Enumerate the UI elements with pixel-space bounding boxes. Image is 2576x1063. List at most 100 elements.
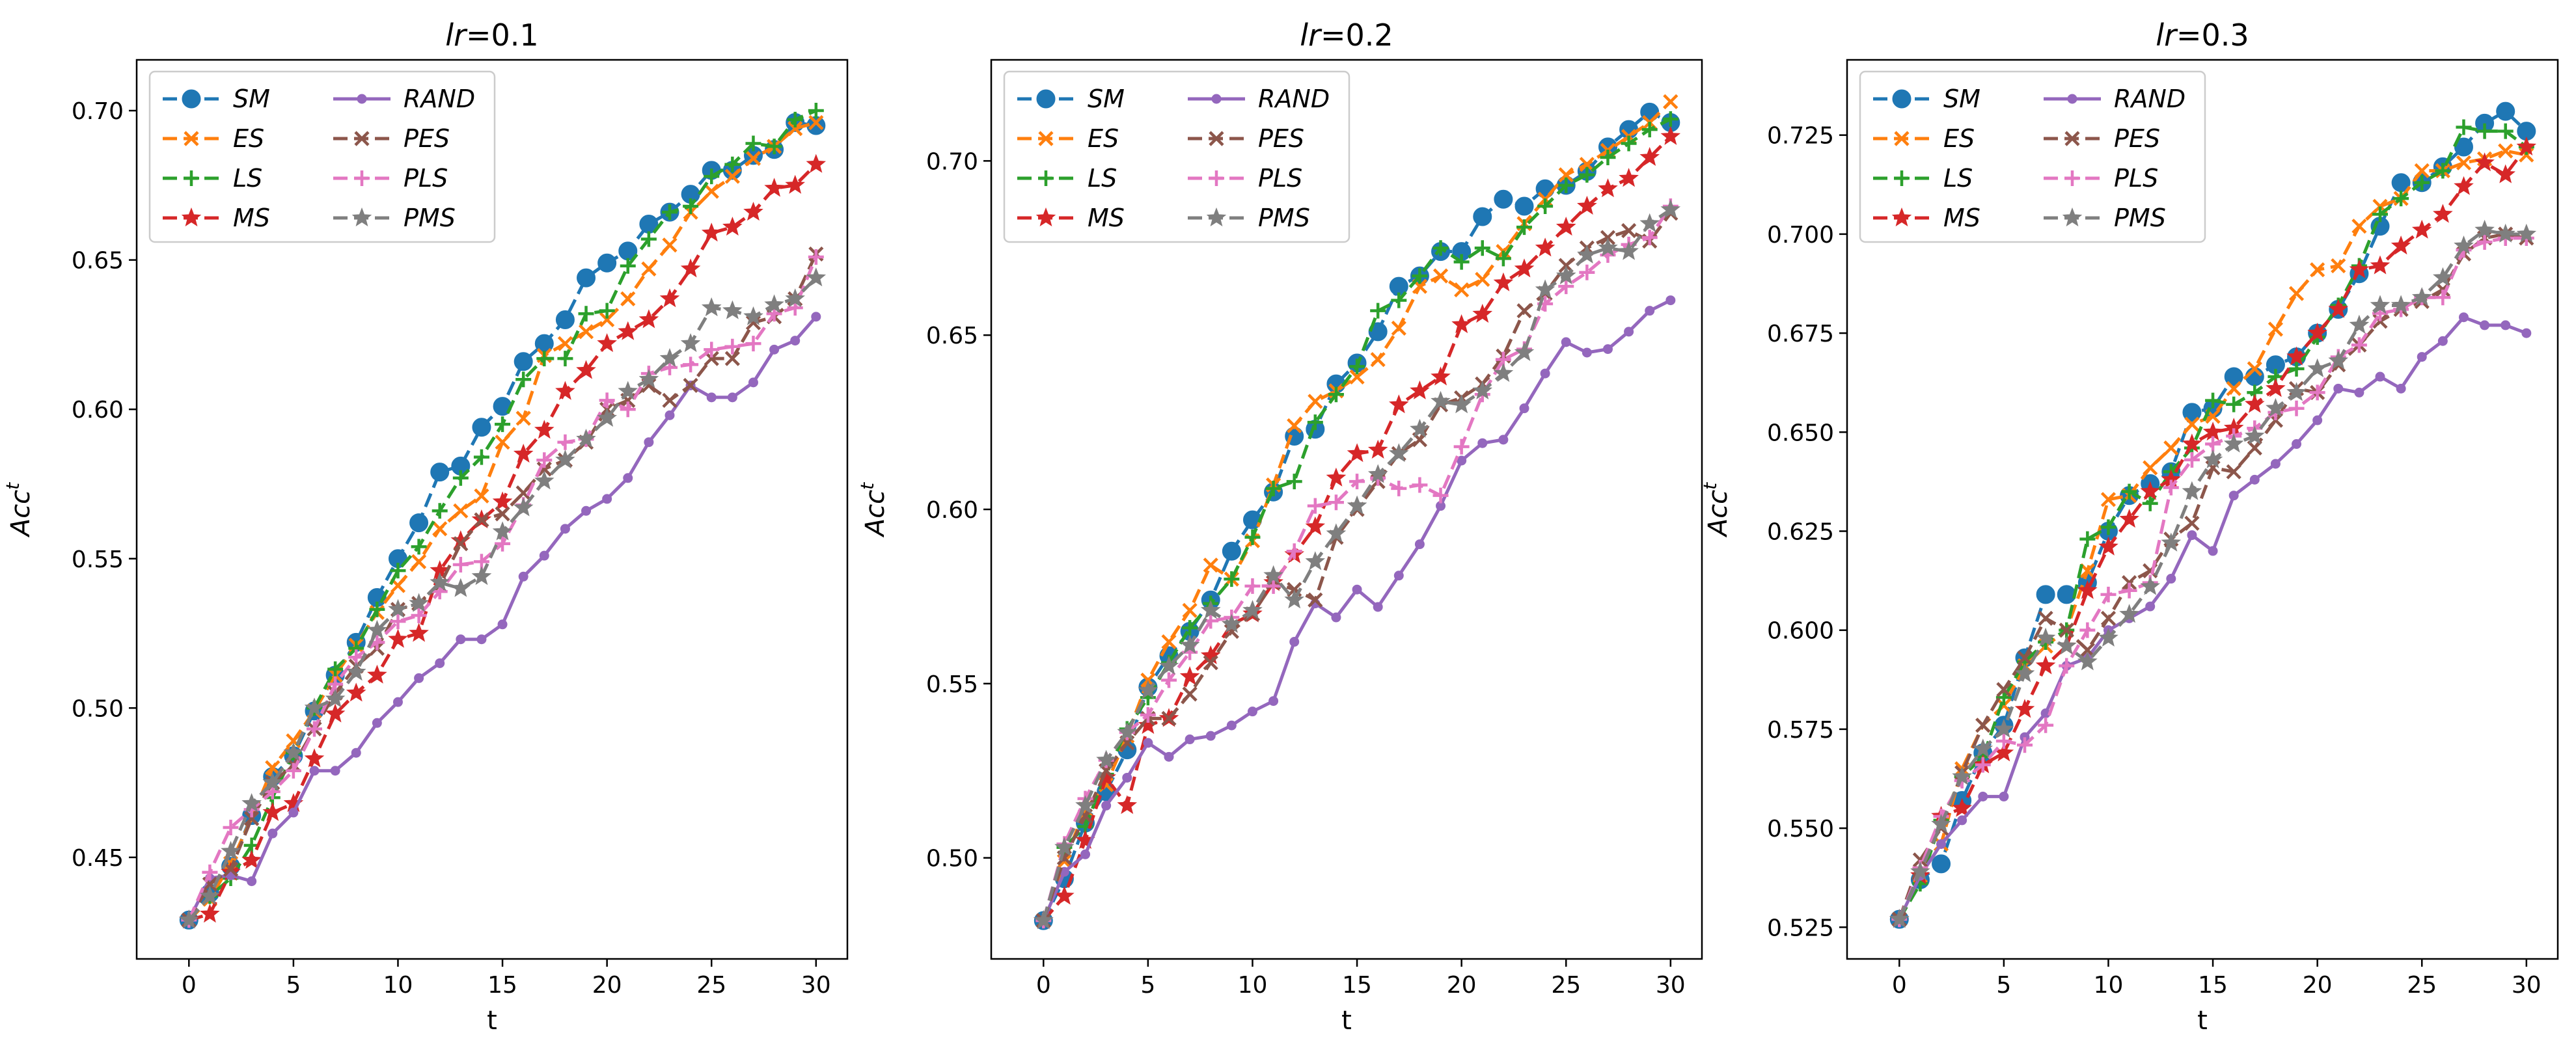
series-line — [1042, 135, 1672, 922]
data-point — [2268, 321, 2284, 337]
data-point — [307, 721, 322, 737]
data-point — [704, 342, 720, 358]
data-point — [1414, 539, 1425, 550]
data-point — [1558, 278, 1574, 295]
data-point — [1349, 358, 1365, 375]
legend-marker — [1209, 131, 1224, 146]
data-point — [1308, 592, 1323, 608]
data-point — [2035, 627, 2056, 647]
data-point — [2079, 531, 2096, 547]
data-point — [1179, 634, 1200, 654]
data-point — [620, 401, 636, 418]
data-point — [1493, 363, 1514, 383]
data-point — [1579, 264, 1595, 280]
data-point — [432, 521, 448, 537]
data-point — [1498, 435, 1509, 445]
data-point — [2059, 658, 2075, 674]
data-point — [1164, 751, 1174, 762]
data-point — [2245, 394, 2265, 413]
data-point — [2474, 152, 2495, 172]
data-point — [1161, 634, 1177, 650]
plot-area — [1034, 94, 1681, 930]
data-point — [367, 664, 387, 684]
data-point — [2411, 219, 2432, 239]
data-point — [2202, 449, 2223, 468]
data-point — [1367, 464, 1388, 483]
legend-label: MS — [1088, 204, 1125, 232]
data-point — [1389, 443, 1409, 463]
data-point — [2098, 536, 2118, 556]
data-point — [2059, 623, 2074, 638]
data-point — [367, 619, 387, 639]
y-tick-label: 0.625 — [1767, 518, 1834, 545]
data-point — [262, 772, 283, 792]
data-point — [683, 357, 699, 373]
legend-marker — [2064, 131, 2080, 146]
data-point — [1200, 600, 1221, 619]
data-point — [1054, 885, 1075, 905]
data-point — [346, 662, 366, 681]
x-tick-label: 15 — [487, 972, 517, 999]
plot-area — [1889, 101, 2537, 929]
data-point — [1663, 94, 1679, 109]
data-point — [2497, 123, 2514, 139]
data-point — [2014, 663, 2035, 682]
x-tick-label: 25 — [1551, 972, 1581, 999]
legend-label: ES — [1088, 124, 1119, 153]
data-point — [1391, 292, 1407, 308]
data-point — [2495, 223, 2515, 243]
data-point — [1140, 707, 1156, 723]
data-point — [223, 819, 239, 835]
x-axis-label: t — [1341, 1006, 1352, 1036]
data-point — [456, 634, 466, 645]
data-point — [1432, 268, 1449, 284]
data-point — [536, 461, 552, 477]
chart-title-value: =0.3 — [2176, 18, 2249, 53]
legend-marker — [1038, 131, 1054, 146]
data-point — [1641, 230, 1658, 246]
legend-entry-ms: MS — [163, 204, 270, 232]
legend-marker — [1036, 89, 1056, 109]
data-point — [1287, 418, 1302, 434]
chart-title-value: =0.1 — [466, 18, 539, 53]
data-point — [2035, 655, 2056, 675]
data-point — [2184, 416, 2200, 432]
data-point — [1389, 394, 1409, 414]
data-point — [662, 237, 678, 253]
y-axis-label-superscript: t — [2, 482, 23, 490]
data-point — [1054, 837, 1075, 856]
data-point — [785, 288, 805, 308]
data-point — [683, 377, 698, 394]
series-line — [187, 256, 818, 921]
data-point — [1952, 798, 1972, 817]
data-point — [1621, 135, 1637, 152]
series-pls — [1891, 230, 2534, 928]
y-tick-label: 0.575 — [1767, 717, 1834, 744]
data-point — [1600, 149, 1616, 165]
series-pms — [1034, 199, 1681, 930]
series-line — [1041, 208, 1672, 921]
data-point — [2454, 176, 2474, 195]
data-point — [1516, 303, 1532, 319]
data-point — [662, 392, 678, 409]
data-point — [1540, 368, 1550, 379]
data-point — [2017, 650, 2033, 666]
data-point — [620, 291, 636, 306]
data-point — [221, 841, 241, 860]
data-point — [1932, 854, 1951, 874]
series-rand — [1894, 312, 2532, 924]
data-point — [534, 420, 555, 439]
legend-marker — [354, 131, 370, 146]
chart-title: lr=0.2 — [1300, 18, 1393, 53]
data-point — [1289, 637, 1300, 647]
data-point — [471, 566, 492, 585]
x-tick-label: 0 — [1036, 972, 1051, 999]
legend-label: PES — [1258, 124, 1304, 153]
data-point — [1138, 680, 1158, 699]
data-point — [1326, 467, 1347, 487]
data-point — [2391, 235, 2411, 255]
data-point — [2226, 396, 2242, 412]
y-tick-label: 0.70 — [72, 98, 124, 125]
data-point — [1602, 344, 1613, 355]
data-point — [2328, 299, 2349, 318]
